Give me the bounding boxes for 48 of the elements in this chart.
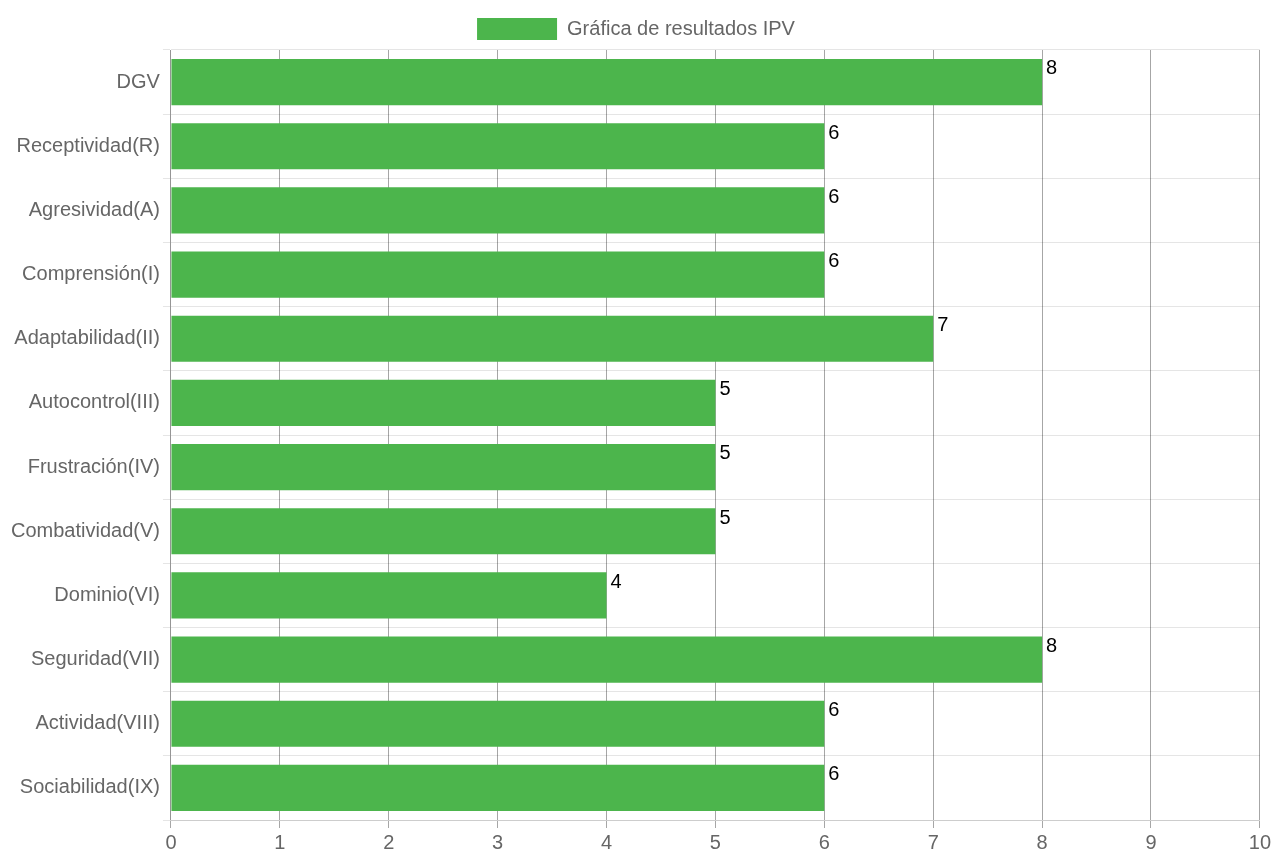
bar <box>171 251 825 298</box>
bar <box>171 764 825 812</box>
x-tick-label: 6 <box>818 830 830 853</box>
data-label: 4 <box>610 569 622 592</box>
y-tick-label: Adaptabilidad(II) <box>14 326 160 349</box>
y-tick-label: DGV <box>116 69 161 92</box>
x-tick-label: 10 <box>1248 830 1271 853</box>
bar <box>171 58 1043 106</box>
data-label: 6 <box>828 698 840 721</box>
bar <box>171 636 1043 683</box>
x-tick-label: 7 <box>927 830 939 853</box>
bar <box>171 572 607 619</box>
bar <box>171 443 716 491</box>
data-label: 6 <box>828 762 840 785</box>
data-label: 5 <box>719 505 731 528</box>
data-label: 7 <box>937 313 949 336</box>
data-label: 5 <box>719 377 731 400</box>
bar <box>171 187 825 234</box>
y-tick-label: Seguridad(VII) <box>30 647 160 670</box>
data-label: 6 <box>828 184 840 207</box>
x-tick-label: 2 <box>383 830 395 853</box>
bar <box>171 123 825 170</box>
y-tick-label: Agresividad(A) <box>28 197 160 220</box>
y-tick-label: Frustración(IV) <box>27 454 160 477</box>
data-label: 6 <box>828 249 840 271</box>
y-tick-label: Sociabilidad(IX) <box>19 775 160 798</box>
x-tick-label: 3 <box>492 830 504 853</box>
x-tick-label: 1 <box>274 830 286 853</box>
y-tick-label: Receptividad(R) <box>16 133 160 156</box>
y-tick-label: Autocontrol(III) <box>28 390 160 413</box>
x-tick-label: 5 <box>709 830 721 853</box>
data-label: 8 <box>1046 634 1058 656</box>
x-tick-label: 9 <box>1145 830 1157 853</box>
data-label: 6 <box>828 120 840 143</box>
y-tick-label: Comprensión(I) <box>22 262 160 285</box>
x-tick-label: 0 <box>165 830 177 853</box>
data-label: 5 <box>719 441 731 464</box>
data-label: 8 <box>1046 56 1058 79</box>
y-tick-label: Combatividad(V) <box>10 518 160 541</box>
bar <box>171 315 934 362</box>
bar <box>171 508 716 555</box>
x-tick-label: 8 <box>1036 830 1048 853</box>
y-tick-label: Dominio(VI) <box>54 582 160 605</box>
x-tick-label: 4 <box>600 830 613 853</box>
bar <box>171 379 716 427</box>
y-tick-label: Actividad(VIII) <box>35 711 160 734</box>
legend-label: Gráfica de resultados IPV <box>567 16 796 39</box>
bar <box>171 700 825 747</box>
